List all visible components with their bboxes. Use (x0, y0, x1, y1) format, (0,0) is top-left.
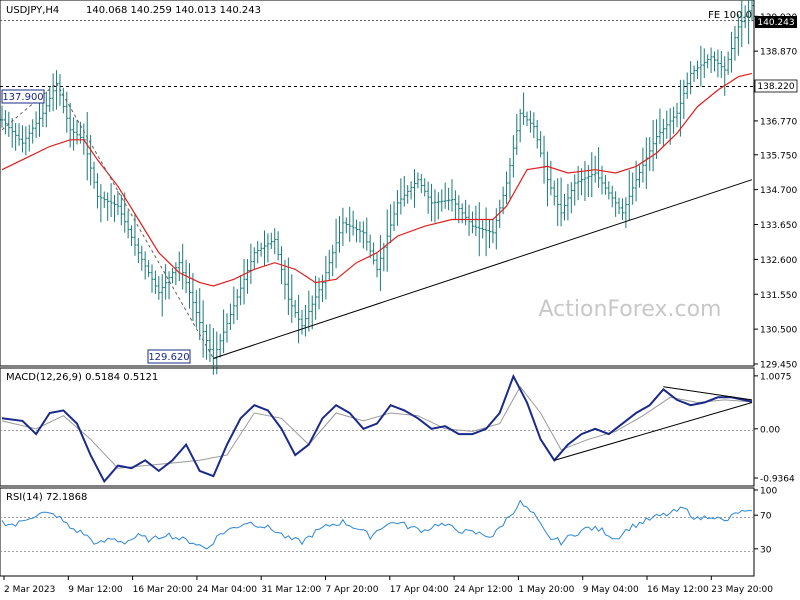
price-y-tick-label: 136.770 (760, 117, 797, 127)
price-y-tick-label: 131.550 (760, 291, 797, 301)
time-tick-label: 23 May 20:00 (711, 585, 773, 595)
macd-main-line (1, 373, 753, 484)
time-tick-label: 16 May 12:00 (647, 585, 709, 595)
macd-y-axis: 1.0075 0.00 -0.9364 (754, 372, 795, 485)
price-panel[interactable]: ActionForex.com FE 100.0 137.900 129.620… (0, 0, 797, 375)
current-price-box (755, 16, 797, 28)
price-y-tick-label: 134.700 (760, 186, 797, 196)
price-panel-frame (0, 0, 755, 367)
rsi-panel[interactable]: RSI(14) 72.1868 100 70 30 (0, 487, 777, 577)
rsi-title: RSI(14) 72.1868 (6, 492, 87, 503)
price-y-tick-label: 135.750 (760, 151, 797, 161)
rsi-y-tick-label: 100 (760, 487, 777, 497)
annotation-low-label: 129.620 (148, 352, 189, 363)
annotation-low: 129.620 (147, 349, 191, 364)
time-tick-label: 9 Mar 12:00 (68, 585, 123, 595)
time-tick-label: 2 Mar 2023 (4, 585, 55, 595)
watermark: ActionForex.com (539, 297, 722, 322)
annotation-low-box (147, 349, 191, 364)
time-tick-label: 9 May 04:00 (583, 585, 639, 595)
annotation-high-box (1, 89, 45, 104)
macd-panel-frame (0, 367, 755, 487)
price-y-tick-label: 129.450 (760, 361, 797, 371)
resistance-price-label: 138.220 (757, 82, 794, 92)
time-tick-label: 31 Mar 12:00 (261, 585, 321, 595)
price-y-tick-label: 138.870 (760, 48, 797, 58)
macd-trendline (663, 386, 753, 401)
current-price-tag: 140.243 (755, 16, 797, 28)
macd-y-tick-label: -0.9364 (760, 475, 795, 485)
time-tick-label: 24 Apr 12:00 (454, 585, 513, 595)
price-trendlines (1, 82, 753, 359)
time-tick-label: 17 Apr 04:00 (390, 585, 449, 595)
price-y-tick-label: 133.650 (760, 221, 797, 231)
time-tick-label: 16 Mar 20:00 (133, 585, 193, 595)
time-tick-label: 24 Mar 04:00 (197, 585, 257, 595)
rsi-panel-frame (0, 487, 755, 577)
moving-average-line (1, 72, 753, 287)
resistance-price-tag: 138.220 (754, 79, 798, 93)
resistance-price-box (754, 79, 798, 93)
rsi-y-tick-label: 70 (760, 512, 772, 522)
macd-trendline (554, 402, 753, 461)
price-y-tick-label: 130.500 (760, 326, 797, 336)
fe-label: FE 100.0 (708, 10, 752, 21)
rsi-line (1, 499, 753, 550)
time-tick-label: 7 Apr 20:00 (326, 585, 379, 595)
price-y-tick-label: 132.600 (760, 256, 797, 266)
price-trendline (56, 83, 214, 359)
rsi-y-tick-label: 30 (760, 545, 772, 555)
annotation-high-label: 137.900 (2, 92, 43, 103)
time-tick-label: 1 May 20:00 (518, 585, 574, 595)
macd-y-tick-label: 0.00 (760, 425, 780, 435)
macd-panel[interactable]: MACD(12,26,9) 0.5184 0.5121 1.0075 0.00 -0… (0, 367, 795, 487)
rsi-y-axis: 100 70 30 (754, 487, 777, 555)
symbol-timeframe: USDJPY,H4 (6, 5, 59, 16)
annotation-high: 137.900 (1, 89, 45, 104)
price-trendline (213, 179, 753, 359)
macd-title: MACD(12,26,9) 0.5184 0.5121 (6, 372, 158, 383)
time-axis: 2 Mar 2023 9 Mar 12:00 16 Mar 20:00 24 Mar … (3, 576, 773, 595)
macd-trendlines (554, 386, 753, 461)
current-price-label: 140.243 (757, 18, 794, 28)
macd-y-tick-label: 1.0075 (760, 372, 792, 382)
ohlc-readout: 140.068 140.259 140.013 140.243 (86, 5, 261, 16)
